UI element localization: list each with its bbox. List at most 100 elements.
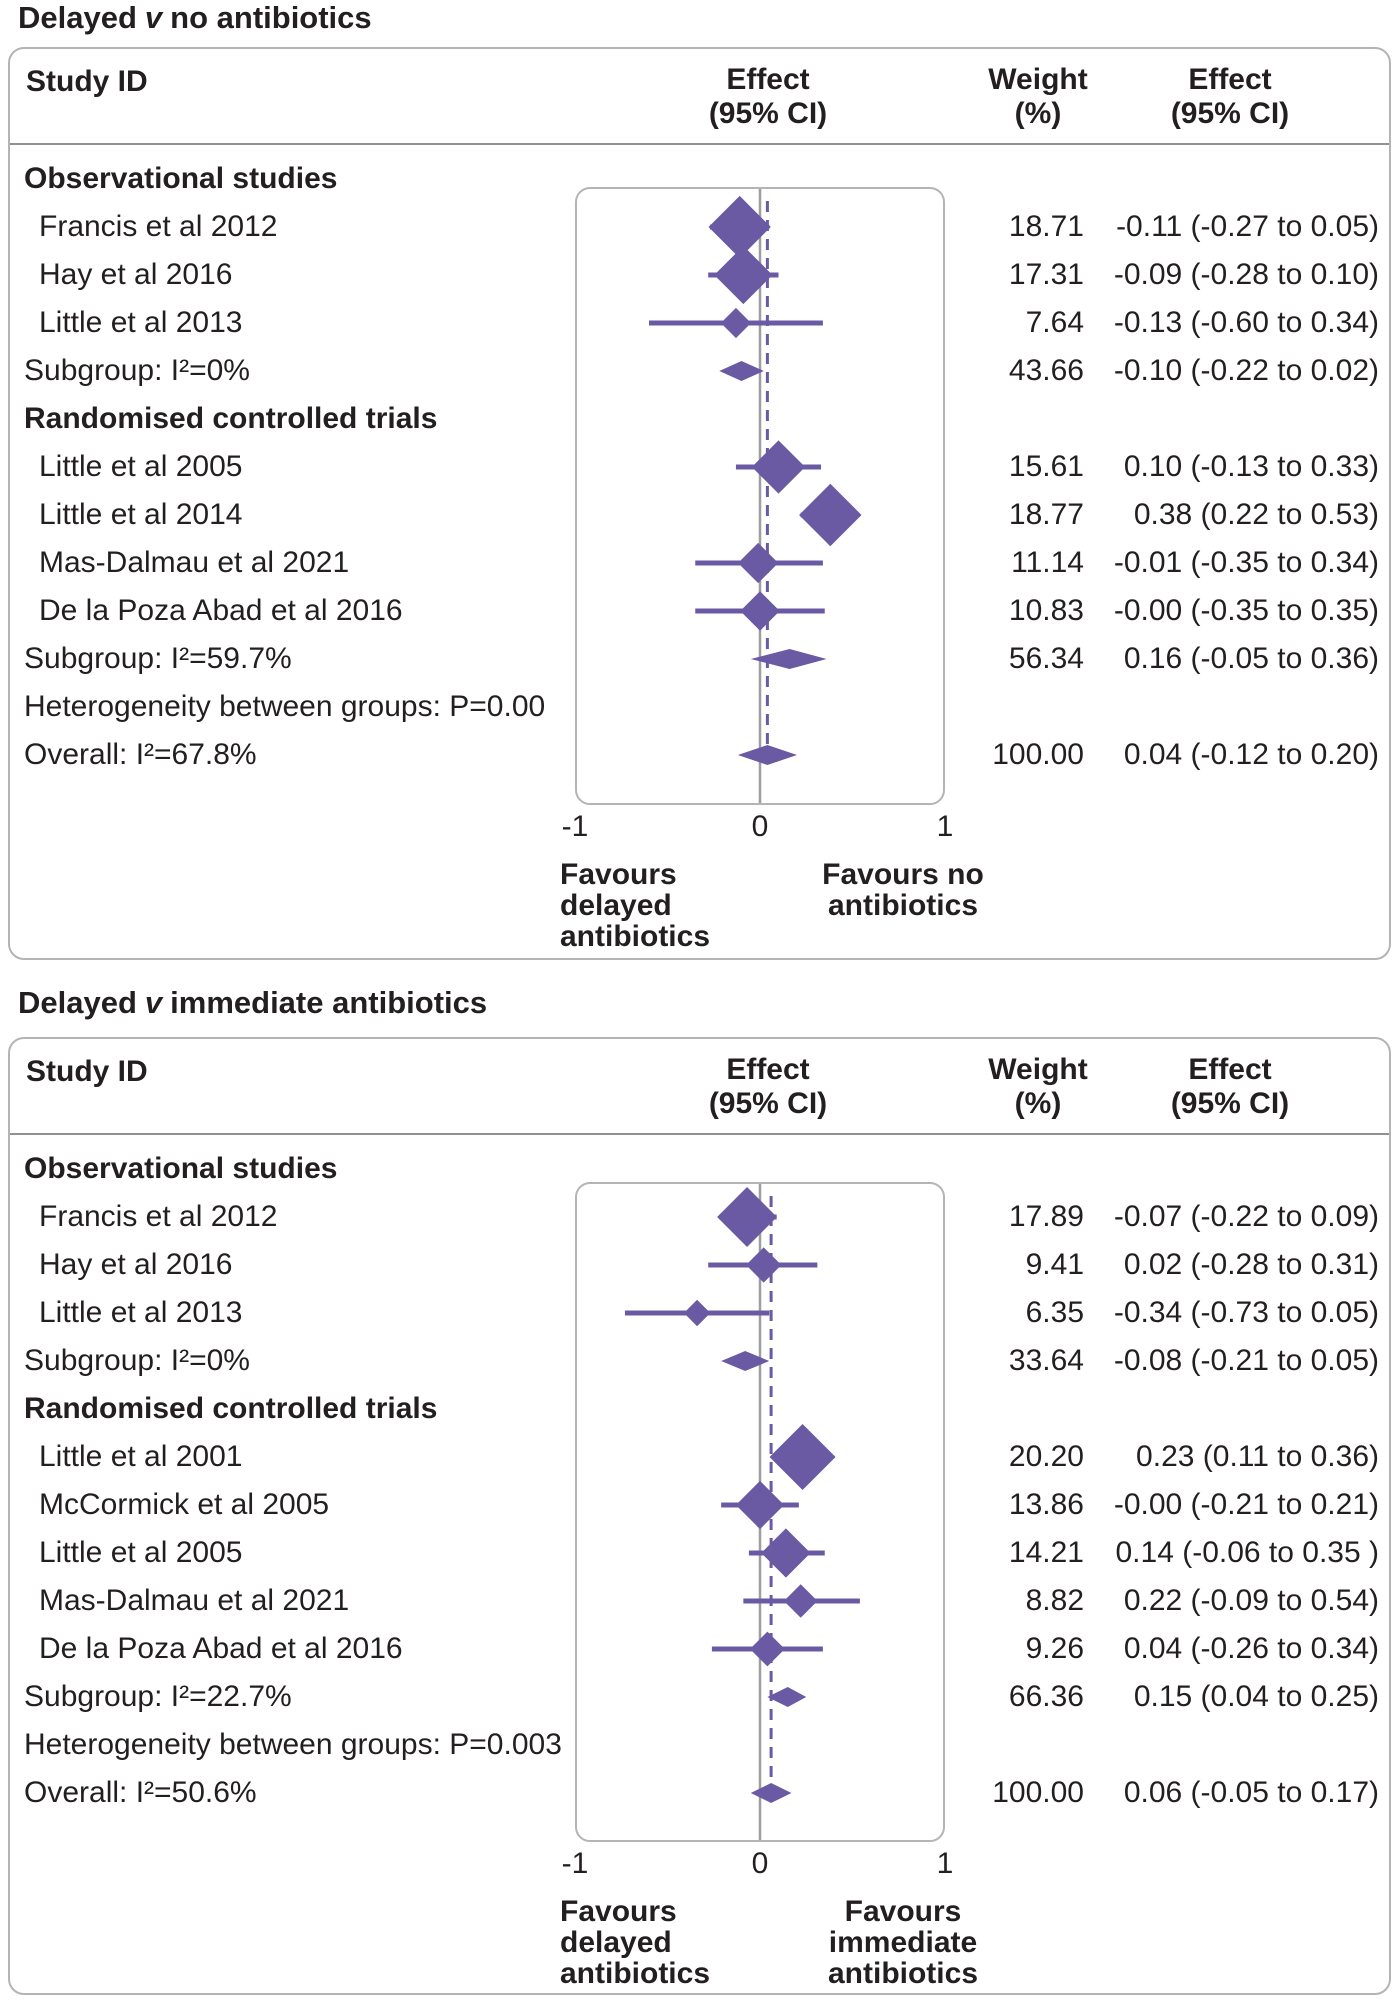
panel-title: Delayed v no antibiotics: [18, 0, 372, 36]
effect-value: -0.10 (-0.22 to 0.02): [1113, 354, 1379, 387]
effect-value: 0.23 (0.11 to 0.36): [1136, 1440, 1379, 1473]
weight-value: 100.00: [992, 1776, 1084, 1809]
row-label: Francis et al 2012: [39, 1200, 278, 1233]
row-label: Little et al 2001: [39, 1440, 243, 1473]
effect-value: -0.00 (-0.21 to 0.21): [1113, 1488, 1379, 1521]
row-label: Mas-Dalmau et al 2021: [39, 1584, 350, 1617]
group-heading: Randomised controlled trials: [24, 402, 438, 435]
study-diamond: [783, 1584, 818, 1618]
effect-value: 0.14 (-0.06 to 0.35 ): [1115, 1536, 1380, 1569]
column-header-effect-values: Effect (95% CI): [1080, 63, 1380, 131]
weight-value: 18.71: [1008, 210, 1084, 243]
study-diamond: [735, 1480, 785, 1530]
panel-title: Delayed v immediate antibiotics: [18, 985, 487, 1021]
column-header-effect-plot-line2: (95% CI): [708, 1087, 828, 1120]
weight-value: 7.64: [1025, 306, 1084, 339]
panel-title-prefix: Delayed: [18, 0, 137, 35]
pooled-diamond: [721, 1351, 770, 1371]
study-diamond: [769, 1424, 836, 1490]
panel-title-prefix: Delayed: [18, 985, 137, 1020]
study-diamond: [749, 1631, 785, 1667]
column-header-effect-plot-line1: Effect: [726, 1053, 810, 1086]
effect-value: -0.09 (-0.28 to 0.10): [1113, 258, 1379, 291]
axis-tick-label: 1: [936, 1847, 954, 1880]
effect-value: 0.15 (0.04 to 0.25): [1133, 1680, 1379, 1713]
group-heading: Observational studies: [24, 1152, 338, 1185]
favours-left-line: Favours: [560, 858, 677, 891]
weight-value: 13.86: [1008, 1488, 1084, 1521]
effect-value: -0.11 (-0.27 to 0.05): [1116, 210, 1379, 243]
favours-right-label: Favours no antibiotics: [753, 859, 1053, 921]
effect-value: 0.04 (-0.26 to 0.34): [1123, 1632, 1379, 1665]
study-id-header: Study ID: [26, 65, 148, 98]
plot-frame: [575, 187, 945, 805]
favours-left-line: antibiotics: [560, 920, 711, 953]
row-label: Subgroup: I²=22.7%: [24, 1680, 292, 1713]
axis-tick-label: 0: [751, 810, 769, 843]
column-header-effect-values-line2: (95% CI): [1170, 97, 1290, 130]
column-header-weight-line2: (%): [1014, 1087, 1062, 1120]
forest-plot: [575, 1182, 945, 1842]
pooled-diamond: [737, 745, 797, 765]
favours-left-line: delayed: [560, 889, 672, 922]
row-label: Little et al 2013: [39, 1296, 243, 1329]
row-label: Heterogeneity between groups: P=0.003: [24, 1728, 562, 1761]
group-heading: Observational studies: [24, 162, 338, 195]
column-header-weight-line2: (%): [1014, 97, 1062, 130]
effect-value: 0.04 (-0.12 to 0.20): [1123, 738, 1379, 771]
effect-value: -0.13 (-0.60 to 0.34): [1113, 306, 1379, 339]
study-diamond: [683, 1299, 711, 1327]
pooled-diamond: [767, 1687, 807, 1707]
row-label: Overall: I²=50.6%: [24, 1776, 257, 1809]
column-header-weight-line1: Weight: [988, 1053, 1088, 1086]
study-diamond: [720, 307, 752, 339]
favours-left-label: Favours delayed antibiotics: [560, 1896, 710, 1989]
row-label: Overall: I²=67.8%: [24, 738, 257, 771]
column-header-effect-plot: Effect (95% CI): [618, 1053, 918, 1121]
effect-value: 0.10 (-0.13 to 0.33): [1123, 450, 1379, 483]
weight-value: 18.77: [1008, 498, 1084, 531]
favours-left-label: Favours delayed antibiotics: [560, 859, 710, 952]
effect-value: 0.16 (-0.05 to 0.36): [1123, 642, 1379, 675]
weight-value: 17.89: [1008, 1200, 1084, 1233]
weight-value: 10.83: [1008, 594, 1084, 627]
favours-left-line: Favours: [560, 1895, 677, 1928]
row-label: Little et al 2005: [39, 450, 243, 483]
weight-value: 56.34: [1008, 642, 1084, 675]
study-diamond: [714, 245, 773, 305]
row-label: McCormick et al 2005: [39, 1488, 330, 1521]
weight-value: 15.61: [1008, 450, 1084, 483]
forest-plot: [575, 187, 945, 805]
study-diamond: [717, 1187, 777, 1247]
favours-left-line: delayed: [560, 1926, 672, 1959]
favours-right-line: Favours: [844, 1895, 962, 1928]
favours-left-line: antibiotics: [560, 1957, 711, 1990]
effect-value: -0.01 (-0.35 to 0.34): [1113, 546, 1379, 579]
plot-frame: [575, 1182, 945, 1842]
row-label: Heterogeneity between groups: P=0.00: [24, 690, 546, 723]
column-header-effect-values-line1: Effect: [1188, 63, 1272, 96]
effect-value: -0.00 (-0.35 to 0.35): [1113, 594, 1379, 627]
header-divider: [10, 143, 1389, 145]
weight-value: 14.21: [1008, 1536, 1084, 1569]
effect-value: -0.34 (-0.73 to 0.05): [1113, 1296, 1379, 1329]
favours-right-line: immediate: [828, 1926, 978, 1959]
study-diamond: [740, 591, 780, 631]
row-label: Subgroup: I²=59.7%: [24, 642, 292, 675]
effect-value: 0.02 (-0.28 to 0.31): [1123, 1248, 1379, 1281]
header-divider: [10, 1133, 1389, 1135]
row-label: Subgroup: I²=0%: [24, 1344, 250, 1377]
column-header-effect-plot: Effect (95% CI): [618, 63, 918, 131]
forest-panel: Study ID Effect (95% CI) Weight (%) Effect (95…: [8, 47, 1391, 960]
effect-value: -0.07 (-0.22 to 0.09): [1113, 1200, 1379, 1233]
effect-value: 0.06 (-0.05 to 0.17): [1123, 1776, 1379, 1809]
column-header-effect-values-line2: (95% CI): [1170, 1087, 1290, 1120]
forest-panel: Study ID Effect (95% CI) Weight (%) Effect (95…: [8, 1037, 1391, 1995]
weight-value: 11.14: [1011, 546, 1084, 579]
effect-value: 0.22 (-0.09 to 0.54): [1123, 1584, 1379, 1617]
pooled-diamond: [719, 361, 764, 381]
weight-value: 6.35: [1025, 1296, 1084, 1329]
weight-value: 9.26: [1025, 1632, 1084, 1665]
study-diamond: [799, 483, 862, 547]
